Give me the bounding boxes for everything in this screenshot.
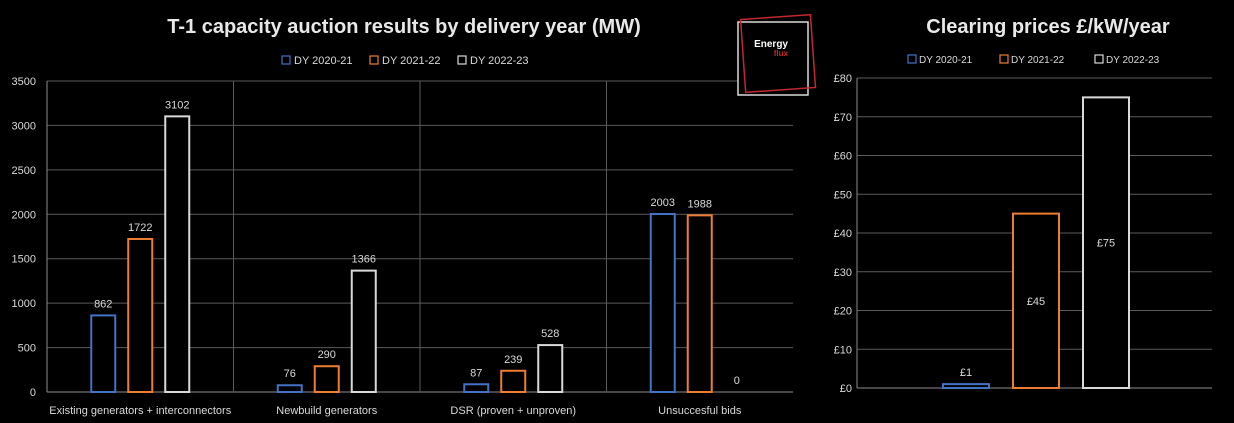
y-tick-label: £80 <box>834 73 852 85</box>
y-tick-label: 1000 <box>12 298 36 310</box>
legend-swatch <box>457 55 467 65</box>
data-label: 3102 <box>165 99 189 111</box>
bar <box>686 214 713 393</box>
capacity-chart: T-1 capacity auction results by delivery… <box>12 16 793 417</box>
y-tick-label: 3000 <box>12 120 36 132</box>
y-axis: £0 £10 £20 £30 £40 £50 £60 £70 £80 <box>834 73 852 395</box>
x-tick-label: DSR (proven + unproven) <box>450 405 576 417</box>
legend-label: DY 2020-21 <box>294 55 353 67</box>
bars: 862 1722 3102 76 290 1366 87 239 528 2003 1988 0 <box>90 99 740 394</box>
legend-swatch <box>281 55 291 65</box>
data-label: 239 <box>504 354 522 366</box>
bar <box>164 115 191 393</box>
data-label: £45 <box>1027 296 1045 308</box>
y-tick-label: £10 <box>834 344 852 356</box>
y-tick-label: 0 <box>30 387 36 399</box>
chart-title: T-1 capacity auction results by delivery… <box>167 16 641 38</box>
bar <box>276 384 303 393</box>
data-label: 76 <box>284 368 296 380</box>
x-axis: Existing generators + interconnectors New… <box>49 405 742 417</box>
x-tick-label: Existing generators + interconnectors <box>49 405 231 417</box>
legend-label: DY 2021-22 <box>1011 55 1065 66</box>
y-tick-label: £60 <box>834 151 852 163</box>
y-tick-label: 500 <box>18 343 36 355</box>
energy-flux-logo: Energy flux <box>737 13 817 96</box>
bar <box>942 383 990 389</box>
bar <box>463 383 490 394</box>
bar <box>500 369 527 394</box>
logo-text-main: Energy <box>754 39 788 50</box>
legend-swatch <box>369 55 379 65</box>
bar <box>1082 96 1130 389</box>
legend: DY 2020-21 DY 2021-22 DY 2022-23 <box>907 54 1160 66</box>
bar <box>313 365 340 393</box>
price-chart: Clearing prices £/kW/year DY 2020-21 DY 2… <box>834 16 1212 395</box>
y-tick-label: £30 <box>834 267 852 279</box>
data-label: 290 <box>318 349 336 361</box>
data-label: 2003 <box>651 197 675 209</box>
y-tick-label: 1500 <box>12 254 36 266</box>
logo-box <box>737 21 809 96</box>
logo-text-accent: flux <box>774 49 789 58</box>
y-tick-label: £20 <box>834 306 852 318</box>
y-tick-label: £40 <box>834 228 852 240</box>
bar <box>127 237 154 393</box>
data-label: 1366 <box>352 254 376 266</box>
legend-swatch <box>1094 54 1104 64</box>
legend-label: DY 2022-23 <box>1106 55 1160 66</box>
data-label: 87 <box>470 367 482 379</box>
logo-accent-box <box>739 13 817 94</box>
data-label: 1988 <box>688 198 712 210</box>
x-tick-label: Newbuild generators <box>276 405 377 417</box>
legend-label: DY 2022-23 <box>470 55 529 67</box>
legend-swatch <box>999 54 1009 64</box>
bar <box>1012 212 1060 389</box>
data-label: £75 <box>1097 238 1115 250</box>
legend: DY 2020-21 DY 2021-22 DY 2022-23 <box>281 55 529 67</box>
data-label: 0 <box>734 375 740 387</box>
legend-label: DY 2020-21 <box>919 55 973 66</box>
x-tick-label: Unsuccesful bids <box>658 405 742 417</box>
legend-swatch <box>907 54 917 64</box>
y-tick-label: 2000 <box>12 209 36 221</box>
chart-title: Clearing prices £/kW/year <box>926 16 1170 38</box>
data-label: £1 <box>960 367 972 379</box>
bar <box>649 213 676 393</box>
y-tick-label: £0 <box>840 383 852 395</box>
data-label: 528 <box>541 328 559 340</box>
y-tick-label: 3500 <box>12 76 36 88</box>
bar <box>350 269 377 394</box>
y-tick-label: 2500 <box>12 165 36 177</box>
data-label: 1722 <box>128 222 152 234</box>
data-label: 862 <box>94 298 112 310</box>
bar <box>537 344 564 394</box>
bar <box>90 314 117 394</box>
legend-label: DY 2021-22 <box>382 55 441 67</box>
y-axis: 0 500 1000 1500 2000 2500 3000 3500 <box>12 76 36 399</box>
gridlines <box>46 80 793 393</box>
y-tick-label: £50 <box>834 189 852 201</box>
y-tick-label: £70 <box>834 112 852 124</box>
bars: £1 £45 £75 <box>942 96 1130 389</box>
